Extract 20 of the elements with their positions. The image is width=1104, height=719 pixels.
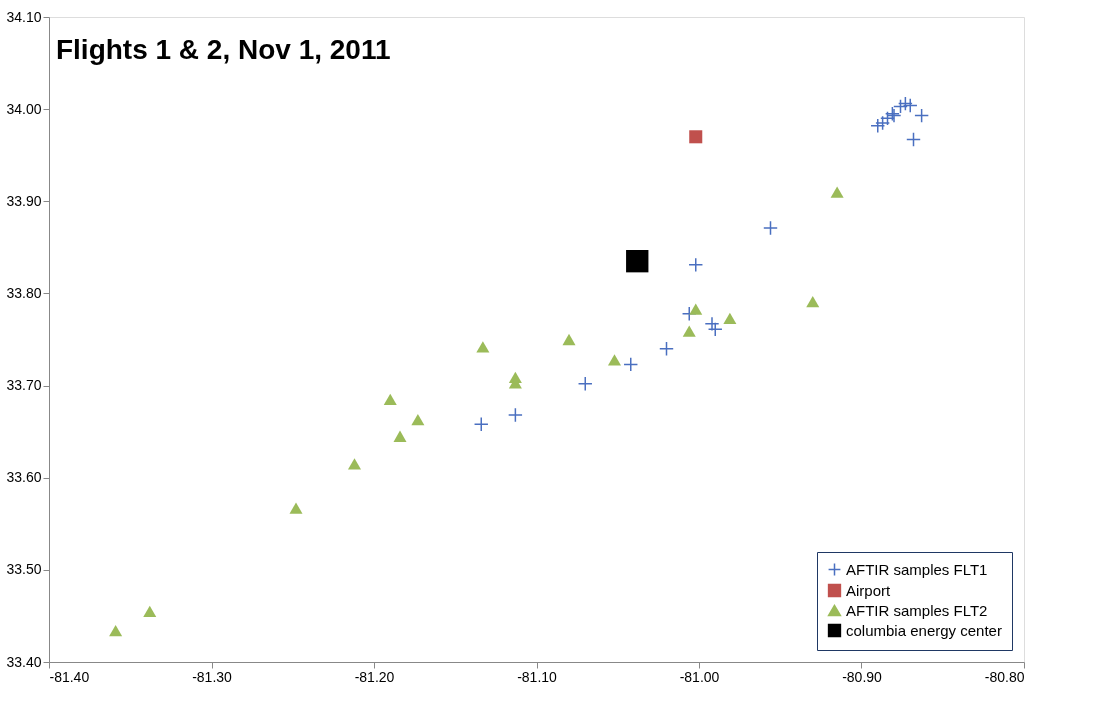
x-tick-label: -80.80: [984, 668, 1025, 685]
y-tick-label: 34.00: [6, 100, 42, 117]
legend-label: AFTIR samples FLT1: [846, 560, 988, 578]
legend-label: columbia energy center: [846, 621, 1002, 639]
x-tick-label: -81.00: [679, 668, 720, 685]
y-tick-label: 33.40: [6, 653, 42, 670]
x-tick-label: -81.40: [49, 668, 90, 685]
y-tick-label: 33.90: [6, 192, 42, 209]
x-tick-label: -81.10: [517, 668, 558, 685]
y-tick-label: 33.50: [6, 561, 42, 578]
y-tick-label: 33.80: [6, 284, 42, 301]
x-tick-label: -81.20: [354, 668, 395, 685]
y-tick-label: 34.10: [6, 8, 42, 25]
legend-label: Airport: [846, 581, 892, 599]
legend-label: AFTIR samples FLT2: [846, 601, 988, 619]
y-tick-label: 33.60: [6, 469, 42, 486]
x-tick-label: -81.30: [192, 668, 233, 685]
x-tick-label: -80.90: [842, 668, 883, 685]
y-tick-label: 33.70: [6, 377, 42, 394]
text: Flights 1 & 2, Nov 1, 2011: [55, 34, 391, 65]
